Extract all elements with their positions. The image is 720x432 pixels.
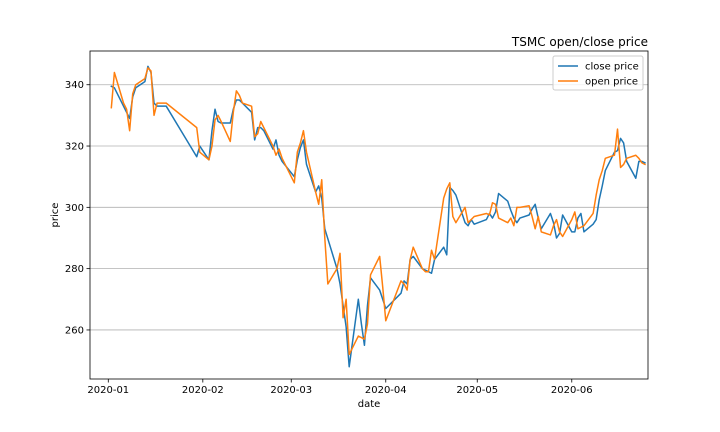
y-tick-label: 280 xyxy=(65,264,84,275)
x-axis: 2020-01 2020-02 2020-03 2020-04 2020-05 2020-… xyxy=(87,379,593,396)
x-axis-label: date xyxy=(358,399,381,410)
series-line-open-price xyxy=(110,67,646,356)
x-tick-label: 2020-04 xyxy=(365,385,407,396)
x-tick-label: 2020-03 xyxy=(270,385,312,396)
y-tick-label: 300 xyxy=(65,203,84,214)
plot-frame xyxy=(89,50,649,380)
y-tick-label: 320 xyxy=(65,142,84,153)
series-layer xyxy=(110,65,646,368)
y-tick-label: 260 xyxy=(65,325,84,336)
x-tick-label: 2020-02 xyxy=(182,385,224,396)
chart-title: TSMC open/close price xyxy=(511,35,648,49)
y-axis-label: price xyxy=(50,203,61,228)
x-tick-label: 2020-06 xyxy=(551,385,593,396)
legend: close price open price xyxy=(552,55,644,91)
x-tick-label: 2020-01 xyxy=(87,385,129,396)
y-tick-label: 340 xyxy=(65,80,84,91)
series-line-close-price xyxy=(110,65,646,368)
y-axis: 260 280 300 320 340 xyxy=(65,80,90,336)
x-tick-label: 2020-05 xyxy=(456,385,498,396)
grid-layer xyxy=(90,84,648,331)
legend-label: close price xyxy=(585,62,639,73)
legend-label: open price xyxy=(585,77,638,88)
